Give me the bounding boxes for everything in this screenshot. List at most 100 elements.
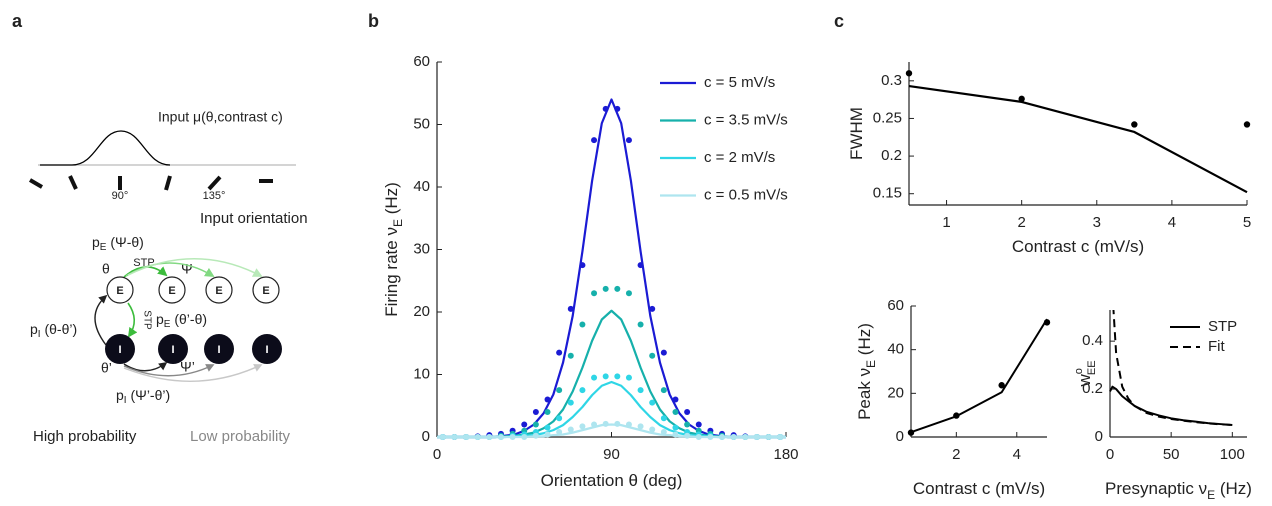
dot xyxy=(497,434,504,440)
dot xyxy=(625,137,632,144)
y-tick-label: 0.3 xyxy=(881,72,902,89)
dot xyxy=(602,373,609,380)
dot xyxy=(765,434,772,440)
x-axis-label: Contrast c (mV/s) xyxy=(913,479,1045,498)
dot xyxy=(614,373,621,380)
dot xyxy=(521,434,528,440)
dot xyxy=(998,382,1005,389)
dot xyxy=(1243,121,1251,128)
dot xyxy=(591,137,598,144)
legend-high: High probability xyxy=(33,428,137,445)
x-tick-label: 100 xyxy=(1220,446,1245,463)
dot xyxy=(1018,95,1025,103)
dot xyxy=(451,434,458,440)
y-tick-label: 0.15 xyxy=(873,185,902,202)
dot xyxy=(753,434,760,440)
legend-label: c = 5 mV/s xyxy=(704,74,775,91)
y-tick-label: 0 xyxy=(896,428,904,445)
pe-label: pE (θ’-θ) xyxy=(156,311,207,330)
dot xyxy=(474,434,481,440)
dot xyxy=(544,424,551,431)
y-tick-label: 20 xyxy=(887,384,904,401)
x-tick-label: 0 xyxy=(433,446,441,463)
dot xyxy=(953,412,960,419)
x-tick-label: 50 xyxy=(1163,446,1180,463)
chart: 0 0.2 0.4 0 50 100 Presynaptic νE (Hz) woEE STP F… xyxy=(1073,310,1252,502)
x-tick-label: 90 xyxy=(603,446,620,463)
e-node-label: E xyxy=(168,285,175,297)
arrow xyxy=(123,364,215,377)
dot xyxy=(1131,121,1138,128)
y-tick-label: 40 xyxy=(887,341,904,358)
dot xyxy=(1043,319,1051,326)
panel-label: a xyxy=(12,11,23,31)
y-tick-label: 0 xyxy=(1095,428,1103,445)
dot xyxy=(637,321,644,328)
dot xyxy=(672,409,679,415)
dot xyxy=(614,285,621,292)
pi-label: pI (θ-θ’) xyxy=(30,321,77,340)
dot xyxy=(591,374,598,381)
dot xyxy=(556,415,563,422)
x-tick-label: 2 xyxy=(1017,214,1025,231)
dot xyxy=(660,387,667,394)
dot xyxy=(556,387,563,394)
y-tick-label: 0.25 xyxy=(873,109,902,126)
line xyxy=(910,318,1048,434)
dot xyxy=(625,290,632,297)
dot xyxy=(486,434,493,440)
arrow xyxy=(123,361,168,372)
y-axis-label: Peak νE (Hz) xyxy=(855,323,878,420)
line xyxy=(437,380,786,439)
dot xyxy=(684,432,691,439)
line xyxy=(437,423,786,439)
x-axis-label: Contrast c (mV/s) xyxy=(1012,237,1144,256)
panel-label: b xyxy=(368,11,379,31)
stp-label: STP xyxy=(141,310,152,330)
dot xyxy=(637,423,644,430)
dot xyxy=(602,420,609,427)
y-axis-label: FWHM xyxy=(847,107,866,160)
dot xyxy=(707,434,714,440)
x-axis-label: Presynaptic νE (Hz) xyxy=(1105,479,1252,502)
arrow xyxy=(94,294,108,346)
dot xyxy=(742,434,749,440)
line xyxy=(1112,310,1233,427)
dot xyxy=(509,434,516,440)
y-tick-label: 60 xyxy=(887,297,904,314)
legend-label: Fit xyxy=(1208,338,1225,355)
dot xyxy=(567,426,574,433)
x-tick-label: 1 xyxy=(942,214,950,231)
i-node-label: I xyxy=(118,344,121,356)
dot xyxy=(544,431,551,438)
dot xyxy=(532,432,539,439)
arrow xyxy=(127,257,263,277)
theta-prime: θ’ xyxy=(101,360,112,376)
dot xyxy=(439,434,446,440)
dot xyxy=(649,352,656,359)
y-axis-label: woEE xyxy=(1073,360,1098,387)
dot xyxy=(521,421,528,428)
dot xyxy=(684,421,691,428)
x-tick-label: 3 xyxy=(1093,214,1101,231)
x-tick-label: 2 xyxy=(952,446,960,463)
input-label: Input μ(θ,contrast c) xyxy=(158,109,283,125)
diagram: Input μ(θ,contrast c) 90° 135° Input ori… xyxy=(28,109,308,445)
dot xyxy=(602,105,609,112)
angle-label: 135° xyxy=(203,190,226,202)
dot xyxy=(463,434,470,440)
dot xyxy=(695,434,702,440)
dot xyxy=(730,434,737,440)
dot xyxy=(567,305,574,312)
dot xyxy=(684,409,691,415)
arrow xyxy=(127,302,138,338)
dot xyxy=(637,262,644,269)
pe-label: pE (Ψ-θ) xyxy=(92,234,144,253)
dot xyxy=(672,396,679,403)
y-tick-label: 10 xyxy=(413,365,430,382)
dot xyxy=(544,396,551,403)
dot xyxy=(625,374,632,381)
dot xyxy=(579,423,586,430)
pi-label: pI (Ψ’-θ’) xyxy=(116,387,170,406)
